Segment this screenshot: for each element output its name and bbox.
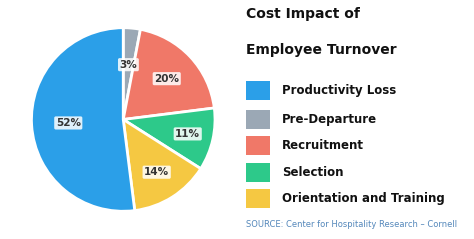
Text: 3%: 3% [119,60,137,70]
Wedge shape [123,28,140,120]
Text: 14%: 14% [144,167,169,177]
Text: SOURCE: Center for Hospitality Research – Cornell: SOURCE: Center for Hospitality Research … [246,220,457,229]
FancyBboxPatch shape [246,81,270,100]
Wedge shape [123,108,215,169]
FancyBboxPatch shape [246,189,270,208]
Text: Employee Turnover: Employee Turnover [246,43,397,57]
Text: Pre-Departure: Pre-Departure [282,113,377,126]
Text: 11%: 11% [175,129,200,139]
FancyBboxPatch shape [246,110,270,129]
Text: Cost Impact of: Cost Impact of [246,7,360,21]
FancyBboxPatch shape [246,163,270,182]
Wedge shape [123,29,214,120]
Text: Productivity Loss: Productivity Loss [282,84,396,97]
Text: Selection: Selection [282,166,344,179]
Text: Recruitment: Recruitment [282,139,364,152]
Text: 52%: 52% [56,118,81,128]
FancyBboxPatch shape [246,136,270,155]
Text: Orientation and Training: Orientation and Training [282,192,445,205]
Wedge shape [31,28,135,211]
Wedge shape [123,120,201,211]
Text: 20%: 20% [154,74,179,84]
